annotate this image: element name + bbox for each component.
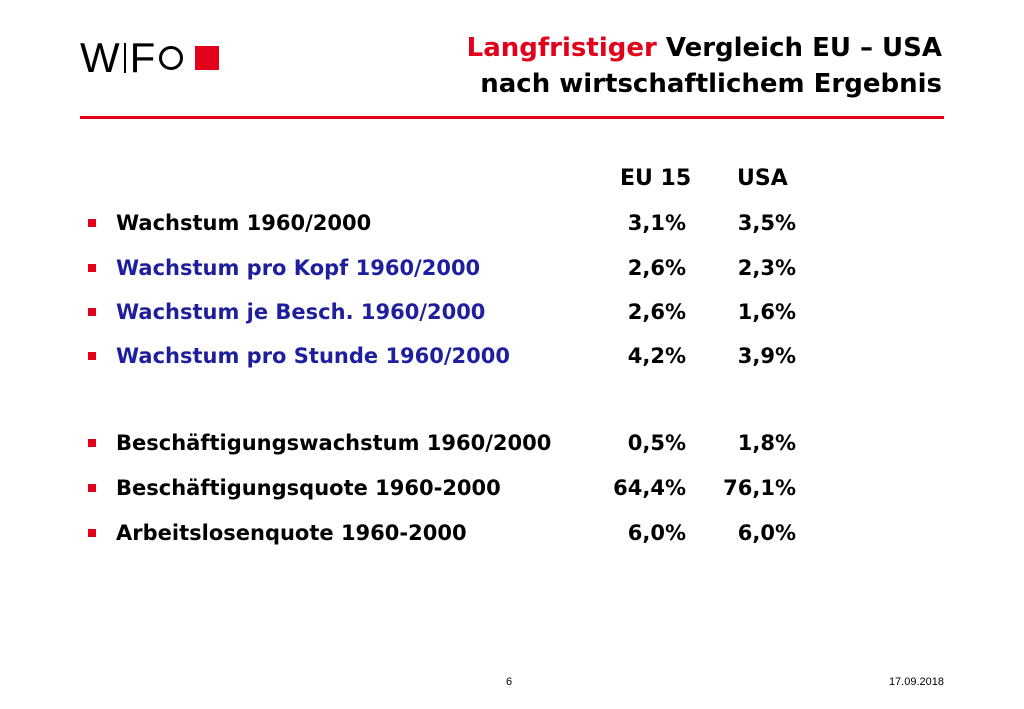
- value-usa: 3,5%: [737, 211, 796, 235]
- table-row: Wachstum pro Kopf 1960/2000 2,6% 2,3%: [88, 253, 808, 283]
- column-header-usa: USA: [737, 166, 788, 191]
- table-row: Beschäftigungswachstum 1960/2000 0,5% 1,8%: [88, 428, 808, 458]
- bullet-icon: [88, 439, 96, 447]
- bullet-icon: [88, 352, 96, 360]
- row-label: Wachstum 1960/2000: [116, 211, 372, 235]
- bullet-icon: [88, 484, 96, 492]
- row-label: Beschäftigungswachstum 1960/2000: [116, 431, 552, 455]
- logo-letter-w: W: [80, 34, 120, 81]
- page-number: 6: [506, 676, 513, 688]
- title-line-1: Langfristiger Vergleich EU – USA: [467, 30, 942, 66]
- value-usa: 1,8%: [737, 431, 796, 455]
- bullet-icon: [88, 219, 96, 227]
- table-row: Beschäftigungsquote 1960-2000 64,4% 76,1%: [88, 473, 808, 503]
- value-eu: 4,2%: [627, 344, 686, 368]
- title-highlight: Langfristiger: [466, 33, 657, 63]
- value-eu: 6,0%: [627, 521, 686, 545]
- value-usa: 6,0%: [737, 521, 796, 545]
- wifo-logo: W F: [80, 34, 220, 81]
- table-row: Arbeitslosenquote 1960-2000 6,0% 6,0%: [88, 518, 808, 548]
- value-eu: 0,5%: [627, 431, 686, 455]
- value-usa: 1,6%: [737, 300, 796, 324]
- value-usa: 2,3%: [737, 256, 796, 280]
- logo-divider: [123, 43, 126, 73]
- row-label: Beschäftigungsquote 1960-2000: [116, 476, 501, 500]
- bullet-icon: [88, 264, 96, 272]
- value-eu: 64,4%: [613, 476, 686, 500]
- row-label: Wachstum pro Stunde 1960/2000: [116, 344, 511, 368]
- bullet-icon: [88, 308, 96, 316]
- value-usa: 3,9%: [737, 344, 796, 368]
- value-usa: 76,1%: [723, 476, 796, 500]
- table-row: Wachstum je Besch. 1960/2000 2,6% 1,6%: [88, 297, 808, 327]
- value-eu: 2,6%: [627, 300, 686, 324]
- slide-date: 17.09.2018: [888, 676, 944, 688]
- circle-icon: [159, 46, 184, 70]
- row-label: Arbeitslosenquote 1960-2000: [116, 521, 467, 545]
- value-eu: 3,1%: [627, 211, 686, 235]
- square-icon: [195, 46, 220, 70]
- title-line-2: nach wirtschaftlichem Ergebnis: [480, 69, 942, 99]
- title-divider: [80, 116, 944, 119]
- title-rest: Vergleich EU – USA: [656, 33, 942, 63]
- row-label: Wachstum pro Kopf 1960/2000: [116, 256, 481, 280]
- page-title: Langfristiger Vergleich EU – USA nach wi…: [467, 30, 942, 102]
- table-row: Wachstum pro Stunde 1960/2000 4,2% 3,9%: [88, 341, 808, 371]
- value-eu: 2,6%: [627, 256, 686, 280]
- column-header-eu: EU 15: [620, 166, 692, 191]
- table-row: Wachstum 1960/2000 3,1% 3,5%: [88, 208, 808, 238]
- logo-letter-f: F: [129, 34, 156, 81]
- bullet-icon: [88, 529, 96, 537]
- row-label: Wachstum je Besch. 1960/2000: [116, 300, 486, 324]
